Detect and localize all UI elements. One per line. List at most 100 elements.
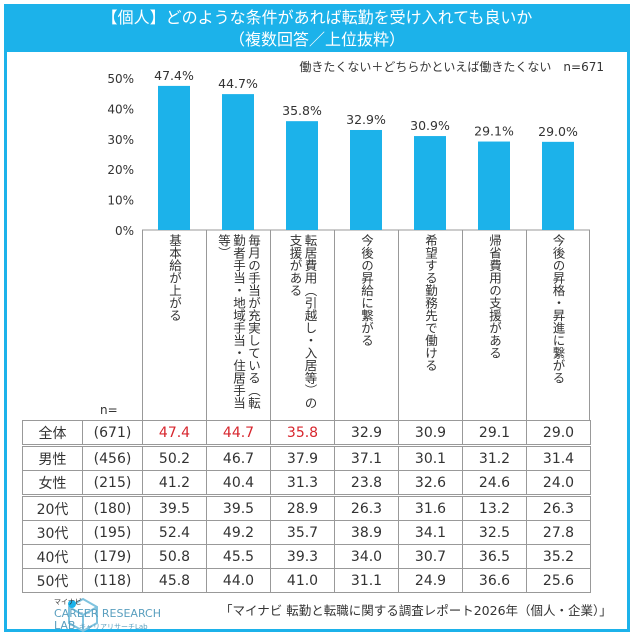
data-table: 全体 (671) 47.4 44.7 35.8 32.9 30.9 29.1 29.0 男性 (45…	[22, 420, 591, 593]
bar	[350, 129, 382, 230]
table-cell: 29.0	[526, 420, 591, 446]
table-cell: 32.5	[462, 520, 527, 545]
category-labels: 基本給が上がる 毎月の手当が充実している（転勤者手当・地域手当・住居手当等） 転居費…	[142, 230, 590, 420]
row-label: 女性	[22, 470, 83, 496]
table-cell: 28.9	[270, 494, 335, 521]
logo-text: マイナビ CAREER RESEARCH LAB キャリアリサーチLab	[54, 596, 161, 633]
row-label: 30代	[22, 520, 83, 545]
table-cell: 50.8	[142, 544, 207, 569]
table-cell: 29.1	[462, 420, 527, 446]
y-tick-label: 40%	[107, 102, 134, 116]
table-cell: 27.8	[526, 520, 591, 545]
title-line2: （複数回答／上位抜粋）	[228, 30, 405, 49]
data-label: 29.0%	[538, 124, 578, 139]
category-label: 毎月の手当が充実している（転勤者手当・地域手当・住居手当等）	[206, 230, 270, 420]
title-line1: 【個人】どのような条件があれば転勤を受け入れても良いか	[101, 8, 533, 27]
data-label: 29.1%	[474, 124, 514, 139]
table-cell: 45.5	[206, 544, 271, 569]
table-row: 男性 (456) 50.2 46.7 37.9 37.1 30.1 31.2 31.4	[22, 444, 591, 471]
table-cell: 24.9	[398, 568, 463, 593]
title-bar: 【個人】どのような条件があれば転勤を受け入れても良いか （複数回答／上位抜粋）	[4, 4, 630, 52]
y-tick-label: 10%	[107, 194, 134, 208]
row-n: (195)	[82, 520, 143, 545]
career-research-lab-logo-icon	[68, 597, 98, 633]
logo-sub: LAB	[54, 619, 76, 632]
table-cell: 46.7	[206, 444, 271, 471]
row-n: (671)	[82, 420, 143, 446]
table-cell: 41.0	[270, 568, 335, 593]
table-cell: 30.9	[398, 420, 463, 446]
row-label: 40代	[22, 544, 83, 569]
category-label: 希望する勤務先で働ける	[398, 230, 462, 420]
table-cell: 49.2	[206, 520, 271, 545]
table-cell: 30.1	[398, 444, 463, 471]
row-n: (456)	[82, 444, 143, 471]
row-label: 全体	[22, 420, 83, 446]
bar	[286, 121, 318, 230]
source-citation: 「マイナビ 転勤と転職に関する調査レポート2026年（個人・企業）」	[220, 603, 612, 618]
table-cell: 31.2	[462, 444, 527, 471]
table-cell: 31.1	[334, 568, 399, 593]
table-cell: 31.3	[270, 470, 335, 496]
table-cell: 45.8	[142, 568, 207, 593]
table-cell: 23.8	[334, 470, 399, 496]
table-cell: 39.5	[206, 494, 271, 521]
table-cell: 36.5	[462, 544, 527, 569]
row-n: (118)	[82, 568, 143, 593]
category-label-text: 毎月の手当が充実している（転勤者手当・地域手当・住居手当等）	[216, 234, 261, 409]
table-cell: 35.8	[270, 420, 335, 446]
category-label-text: 希望する勤務先で働ける	[423, 234, 438, 372]
row-n: (215)	[82, 470, 143, 496]
logo-main: CAREER RESEARCH	[54, 607, 161, 620]
category-label: 帰省費用の支援がある	[462, 230, 526, 420]
table-cell: 50.2	[142, 444, 207, 471]
table-cell: 26.3	[334, 494, 399, 521]
table-cell: 13.2	[462, 494, 527, 521]
table-cell: 39.5	[142, 494, 207, 521]
table-cell: 24.6	[462, 470, 527, 496]
table-cell: 37.9	[270, 444, 335, 471]
row-label: 男性	[22, 444, 83, 471]
category-label-text: 帰省費用の支援がある	[487, 234, 502, 359]
table-cell: 31.6	[398, 494, 463, 521]
category-label-text: 今後の昇給に繋がる	[359, 234, 374, 347]
table-cell: 41.2	[142, 470, 207, 496]
table-cell: 37.1	[334, 444, 399, 471]
table-cell: 31.4	[526, 444, 591, 471]
table-cell: 24.0	[526, 470, 591, 496]
table-cell: 26.3	[526, 494, 591, 521]
category-label: 転居費用（引越し・入居等）の支援がある	[270, 230, 334, 420]
data-label: 30.9%	[410, 118, 450, 133]
table-row: 30代 (195) 52.4 49.2 35.7 38.9 34.1 32.5 27.8	[22, 520, 591, 545]
row-label: 50代	[22, 568, 83, 593]
table-cell: 35.2	[526, 544, 591, 569]
table-cell: 30.7	[398, 544, 463, 569]
category-label: 今後の昇給に繋がる	[334, 230, 398, 420]
bar-chart: 0% 10% 20% 30% 40% 50% 47.4% 44.7% 35.8% 32.9% 30.…	[107, 68, 590, 238]
data-label: 47.4%	[154, 68, 194, 83]
table-cell: 52.4	[142, 520, 207, 545]
bar	[478, 141, 510, 230]
table-row: 20代 (180) 39.5 39.5 28.9 26.3 31.6 13.2 26.3	[22, 494, 591, 521]
n-header: n=	[100, 403, 118, 417]
logo-top: マイナビ	[54, 598, 82, 606]
table-cell: 34.0	[334, 544, 399, 569]
table-row: 女性 (215) 41.2 40.4 31.3 23.8 32.6 24.6 24.0	[22, 470, 591, 496]
category-label: 基本給が上がる	[142, 230, 206, 420]
table-row: 40代 (179) 50.8 45.5 39.3 34.0 30.7 36.5 35.2	[22, 544, 591, 569]
y-tick-label: 50%	[107, 72, 134, 86]
table-cell: 25.6	[526, 568, 591, 593]
data-label: 35.8%	[282, 103, 322, 118]
table-cell: 44.7	[206, 420, 271, 446]
category-label: 今後の昇格・昇進に繋がる	[526, 230, 590, 420]
data-label: 44.7%	[218, 76, 258, 91]
table-row: 全体 (671) 47.4 44.7 35.8 32.9 30.9 29.1 29.0	[22, 420, 591, 446]
table-cell: 40.4	[206, 470, 271, 496]
category-label-text: 今後の昇格・昇進に繋がる	[550, 234, 566, 384]
row-label: 20代	[22, 494, 83, 521]
y-tick-label: 20%	[107, 163, 134, 177]
table-cell: 35.7	[270, 520, 335, 545]
bar	[414, 136, 446, 230]
table-cell: 47.4	[142, 420, 207, 446]
row-n: (180)	[82, 494, 143, 521]
